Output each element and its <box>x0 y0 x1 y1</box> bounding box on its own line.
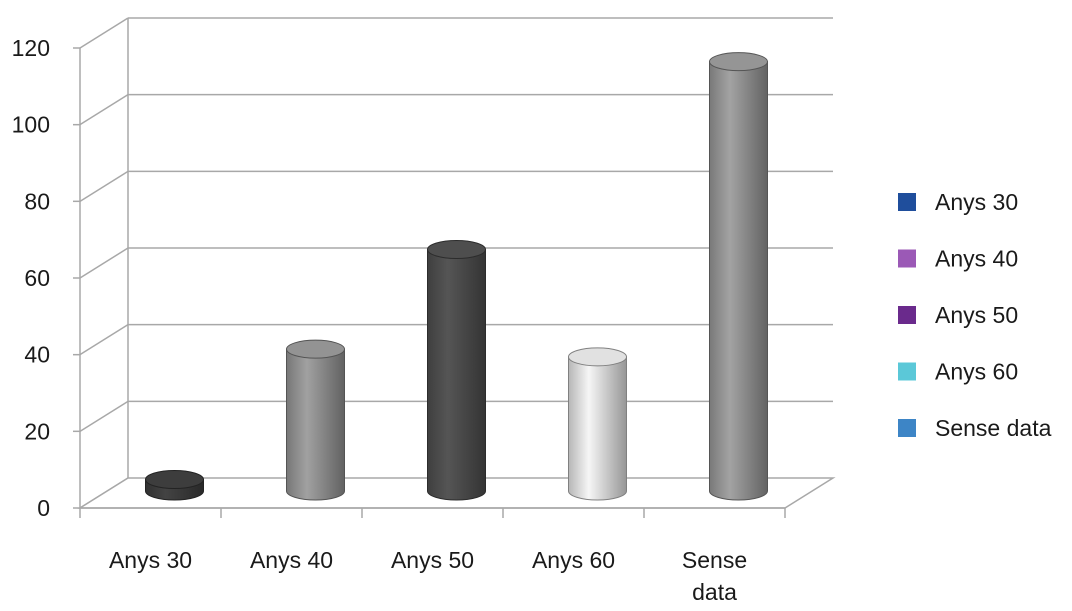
x-category-label: Sense data <box>682 547 747 605</box>
y-tick-label: 60 <box>24 265 50 291</box>
legend-item: Anys 50 <box>898 302 1018 328</box>
legend-item: Anys 40 <box>898 246 1018 272</box>
legend-label: Anys 50 <box>935 302 1018 328</box>
bar-body <box>427 249 486 501</box>
legend-item: Anys 30 <box>898 189 1018 215</box>
legend-label: Anys 30 <box>935 189 1018 215</box>
x-category-label: Anys 40 <box>250 547 333 573</box>
legend-swatch <box>898 249 916 268</box>
y-tick-labels: 0 20 40 60 80 100 120 <box>12 35 50 521</box>
x-category-label: Anys 60 <box>532 547 615 573</box>
x-category-label: Anys 50 <box>391 547 474 573</box>
bar-anys-40 <box>286 339 345 501</box>
gridline-connector <box>79 400 129 432</box>
gridline-connector <box>79 17 129 49</box>
legend-item: Anys 60 <box>898 359 1018 385</box>
legend: Anys 30 Anys 40 Anys 50 Anys 60 Sense data <box>898 189 1052 441</box>
bar-sense-data <box>709 52 768 501</box>
legend-label: Anys 40 <box>935 246 1018 272</box>
bar-body <box>286 348 345 501</box>
legend-swatch <box>898 419 916 437</box>
y-tick-label: 80 <box>24 188 50 214</box>
bar-body <box>709 61 768 501</box>
x-category-label: Anys 30 <box>109 547 192 573</box>
legend-swatch <box>898 193 916 211</box>
y-tick-label: 40 <box>24 342 50 368</box>
legend-item: Sense data <box>898 415 1052 441</box>
y-tick-label: 20 <box>24 418 50 444</box>
bar-anys-50 <box>427 240 486 501</box>
bars <box>145 52 768 501</box>
bar-top <box>286 339 345 359</box>
bar-top <box>568 347 627 367</box>
bar-top <box>427 240 486 259</box>
y-tick-label: 100 <box>12 112 50 138</box>
bar-anys-30 <box>145 470 204 501</box>
bar-body <box>568 356 627 501</box>
legend-swatch <box>898 306 916 324</box>
y-tick-label: 120 <box>12 35 50 61</box>
category-labels: Anys 30 Anys 40 Anys 50 Anys 60 Sense data <box>109 547 747 605</box>
axes <box>73 47 786 518</box>
gridline-connector <box>79 94 129 126</box>
legend-label: Anys 60 <box>935 359 1018 385</box>
y-tick-label: 0 <box>37 495 50 521</box>
bar-top <box>709 52 768 72</box>
legend-swatch <box>898 362 916 381</box>
gridline-connector <box>79 247 129 279</box>
bar-anys-60 <box>568 347 627 501</box>
gridline-connector <box>79 324 129 356</box>
legend-label: Sense data <box>935 415 1052 441</box>
gridline-connector <box>79 170 129 202</box>
bar-top <box>145 470 204 489</box>
